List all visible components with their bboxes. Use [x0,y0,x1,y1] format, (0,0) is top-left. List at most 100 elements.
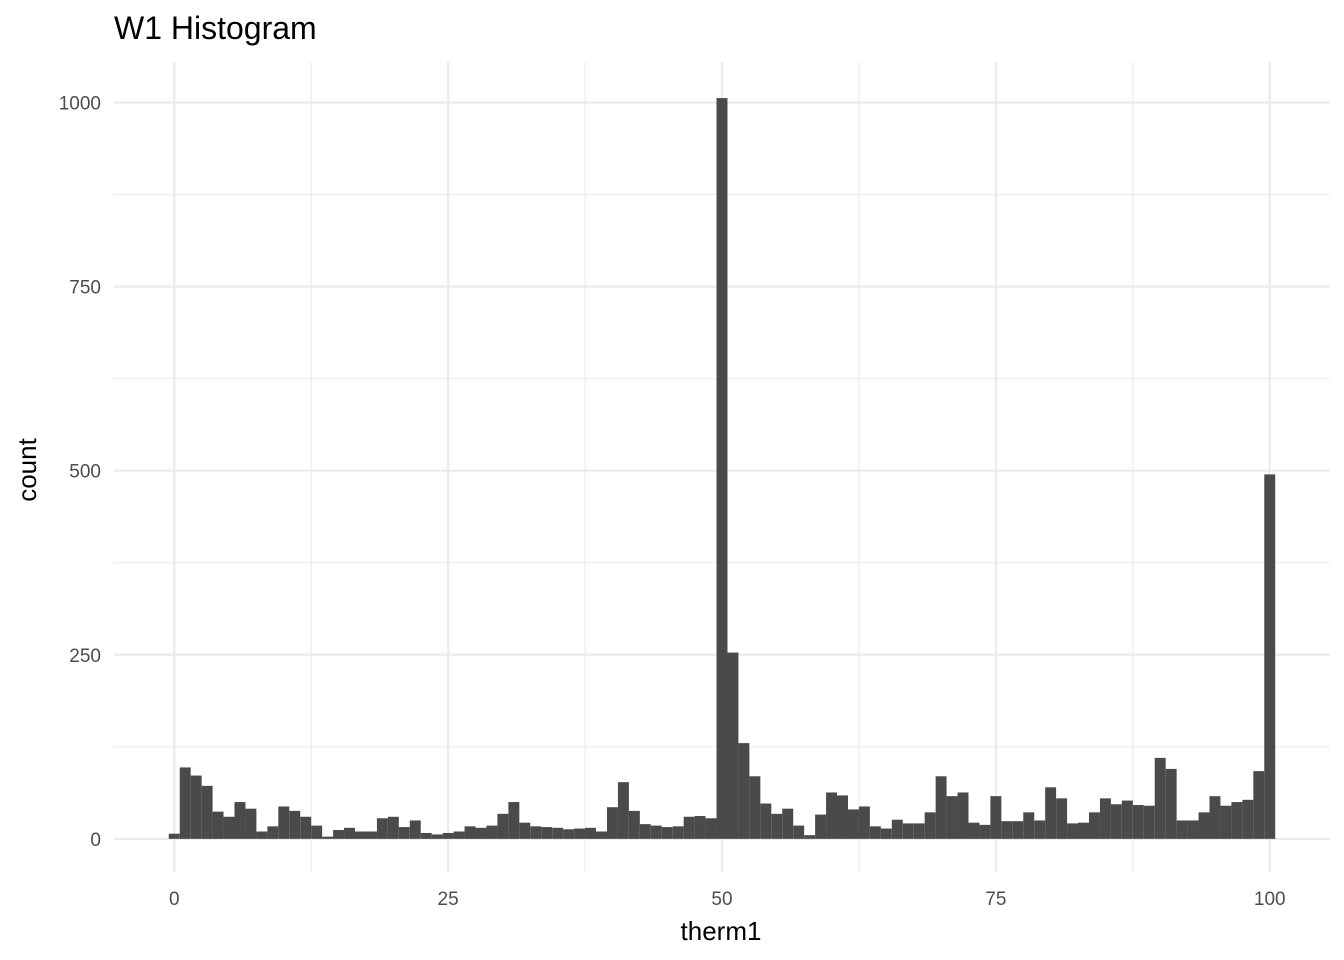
x-tick-label: 100 [1254,889,1286,910]
histogram-bar [574,828,586,839]
histogram-bar [924,812,936,839]
histogram-bar [596,831,607,839]
histogram-bar [1264,474,1276,839]
histogram-bar [1143,805,1155,839]
histogram-bar [749,776,761,839]
histogram-bar [585,827,597,839]
histogram-bar [168,833,180,839]
histogram-bar [409,820,421,839]
histogram-bar [1088,812,1100,839]
histogram-bar [190,775,202,839]
histogram-bar [464,826,476,839]
y-tick-label: 0 [90,830,101,851]
x-tick-label: 75 [985,889,1006,910]
histogram-bar [179,767,191,839]
histogram-bar [902,823,914,839]
histogram-bar [1132,804,1144,839]
x-axis-tick-labels: 0 25 50 75 100 [169,889,1286,910]
histogram-bar [837,795,848,839]
histogram-bar [1056,798,1068,839]
histogram-bar [1165,768,1177,839]
histogram-bar [606,807,618,839]
histogram-bar [1154,757,1166,839]
histogram-bar [1253,771,1265,839]
histogram-bar [880,828,892,839]
histogram-bar [387,816,399,839]
histogram-bar [1078,822,1089,839]
histogram-bar [913,823,925,839]
histogram-bar [672,826,684,839]
y-tick-label: 500 [69,462,101,483]
histogram-bar [650,825,662,839]
histogram-bar [300,816,312,839]
histogram-bar [1121,800,1133,839]
x-tick-label: 50 [711,889,732,910]
y-tick-label: 750 [69,278,101,299]
histogram-bar [234,802,246,839]
histogram-bar [705,818,717,839]
histogram-bar [968,822,980,839]
histogram-bar [376,818,388,839]
histogram-bar [1220,805,1232,839]
histogram-bar [278,806,290,839]
x-tick-label: 25 [438,889,459,910]
histogram-bar [1023,812,1035,839]
histogram-bar [256,831,268,839]
histogram-bar [1231,802,1243,839]
histogram-bar [1034,820,1046,839]
histogram-bar [1012,821,1024,839]
histogram-bar [1110,804,1122,839]
histogram-bar [344,827,356,839]
histogram-bar [475,827,487,839]
histogram-bar [530,826,542,839]
histogram-bar [1187,820,1199,839]
chart-title: W1 Histogram [114,10,317,46]
histogram-bar [552,827,564,839]
histogram-bar [617,782,629,839]
histogram-bar [1209,796,1221,839]
histogram-bar [453,831,465,839]
histogram-bar [738,743,750,839]
histogram-bar [1099,798,1111,839]
histogram-bar [661,827,673,839]
histogram-bar [1242,799,1254,839]
histogram-bar [946,796,958,839]
histogram-bar [793,825,805,839]
histogram-bar [355,831,366,839]
histogram-bar [1198,812,1210,839]
histogram-bar [267,826,279,839]
histogram-bar [782,808,794,839]
histogram-bar [486,825,498,839]
histogram-bar [201,785,213,839]
histogram-bar [979,824,991,839]
histogram-bar [858,806,870,839]
histogram-bars [168,98,1276,839]
histogram-bar [365,831,377,839]
histogram-bar [869,826,881,839]
histogram-bar [760,803,772,839]
histogram-bar [420,832,432,839]
histogram-bar [990,796,1002,839]
histogram-bar [727,652,739,839]
histogram-bar [1001,821,1013,839]
histogram-bar [771,813,783,839]
histogram-bar [1067,823,1079,839]
y-axis-title: count [12,437,42,501]
histogram-bar [333,830,345,839]
histogram-bar [1045,787,1057,839]
y-tick-label: 250 [69,646,101,667]
x-axis-title: therm1 [681,916,762,946]
histogram-bar [935,776,947,839]
histogram-bar [815,814,827,839]
histogram-bar [311,825,323,839]
histogram-bar [804,835,816,839]
histogram-bar [826,792,838,839]
histogram-bar [519,822,531,839]
x-tick-label: 0 [169,889,180,910]
histogram-bar [1176,820,1188,839]
histogram-bar [322,836,334,839]
histogram-bar [398,827,410,839]
histogram-bar [541,827,553,839]
y-tick-label: 1000 [59,94,101,115]
